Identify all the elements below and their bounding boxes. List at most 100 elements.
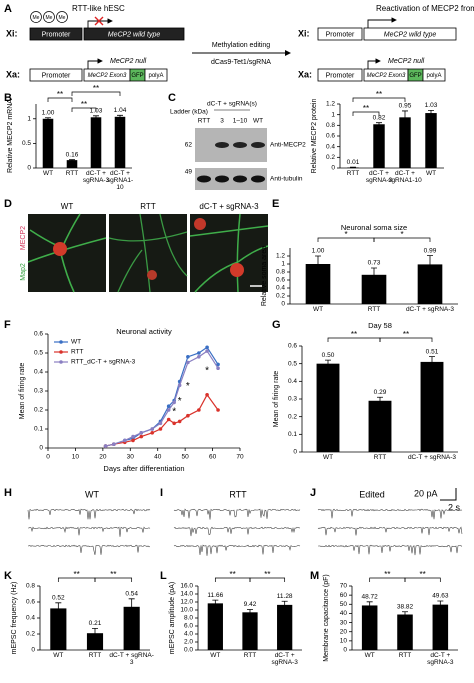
error-bar (428, 110, 434, 117)
blot-band (251, 142, 265, 148)
significance-label: ** (81, 100, 87, 109)
x-tick-label: RTT (367, 306, 381, 313)
error-bar (45, 117, 51, 121)
x-tick-label-box: RTT (399, 652, 412, 659)
x-tick-label: dC-T + sgRNA-3 (405, 306, 455, 313)
y-tick-label: 0.8 (326, 122, 335, 129)
y-axis-label: Membrane capacitance (pF) (323, 574, 330, 662)
null-text: MeCP2 null (388, 58, 425, 65)
series-point (150, 431, 155, 435)
polya-text: polyA (148, 73, 163, 79)
methyl-text: Me (59, 15, 66, 21)
significance-label: ** (57, 90, 63, 99)
x-tick-label-box: dC-T + sgRNA-3 (271, 652, 297, 666)
panel-label: M (310, 570, 319, 582)
bar (368, 400, 392, 452)
series-point (139, 434, 144, 439)
stain-label: MECP2 (20, 226, 27, 250)
x-tick-label: dC-T + sgRNA1-10 (106, 170, 134, 192)
scale-label: 20 pA (414, 488, 438, 498)
significance-label: * (205, 366, 209, 377)
y-tick-label: 0.8 (26, 583, 35, 590)
panel-c-blot: dC-T + sgRNA(s) Ladder (kDa) RTT 3 1–10 … (170, 101, 306, 190)
panel-label: J (310, 487, 316, 499)
significance-bracket (379, 337, 433, 342)
y-axis-label: mEPSC amplitude (pA) (169, 582, 176, 654)
panel-d: WT RTT dC-T + sgRNA-3 Map2 MECP2 (20, 202, 269, 293)
y-tick-label: 10 (340, 638, 348, 645)
value-label: 0.52 (52, 595, 65, 602)
error-bar (402, 110, 408, 125)
x-tick-label-box: dC-T + sgRNA-3 (427, 652, 453, 666)
significance-bracket (47, 97, 73, 102)
x-tick-label-box: dC-T + sgRNA1-10 (388, 170, 422, 184)
value-label: 0.50 (322, 352, 335, 359)
band-label: Anti-tubulin (270, 176, 303, 183)
lane-label: 3 (220, 118, 224, 125)
series-point (205, 349, 209, 353)
y-axis-label: Relative soma area (261, 246, 268, 306)
series-point (172, 400, 176, 405)
scale-label: 2 s (448, 502, 461, 512)
significance-label: * (186, 381, 190, 392)
value-label: 0.21 (89, 620, 102, 627)
significance-label: ** (376, 90, 382, 99)
y-tick-label: 0.8 (276, 269, 285, 276)
y-tick-label: 0 (293, 449, 297, 456)
blot-band (215, 142, 229, 148)
y-tick-label: 0.3 (288, 396, 297, 403)
x-tick-label-box: dC-T + sgRNA-3 (83, 170, 109, 184)
value-label: 0.16 (66, 151, 79, 158)
value-label: 38.82 (397, 603, 414, 610)
legend-marker (59, 340, 63, 344)
significance-label: * (172, 407, 176, 418)
significance-label: ** (363, 104, 369, 113)
x-tick-label-box: WT (426, 170, 436, 177)
x-tick-label: WT (210, 652, 221, 659)
series-point (216, 362, 220, 367)
blot-band (215, 175, 229, 183)
methyl-text: Me (33, 15, 40, 21)
bar (316, 363, 340, 452)
current-trace (27, 508, 151, 520)
neurite (189, 213, 269, 293)
promoter-box (317, 27, 363, 41)
bar (207, 603, 223, 650)
error-bar (427, 255, 433, 274)
y-tick-label: 0 (343, 647, 347, 654)
significance-label: ** (420, 570, 426, 579)
band-label: Anti-MECP2 (270, 142, 306, 149)
significance-bracket (352, 111, 380, 116)
image-title: dC-T + sgRNA-3 (199, 202, 259, 211)
y-tick-label: 16.0 (180, 583, 193, 590)
xi-label: Xi: (298, 28, 310, 38)
y-tick-label: 0.1 (34, 426, 43, 433)
value-label: 11.28 (277, 593, 293, 600)
series-point (131, 438, 135, 443)
chart-title: Day 58 (368, 321, 392, 330)
y-tick-label: 8.0 (184, 615, 193, 622)
y-axis-label: Mean of firing rate (273, 371, 280, 428)
significance-bracket (71, 107, 97, 112)
value-label: 0.29 (374, 389, 387, 396)
promoter-box (317, 68, 363, 82)
x-tick-label: 0 (46, 454, 50, 461)
error-bar (325, 359, 331, 368)
series-point (150, 427, 155, 431)
promoter-box (29, 68, 83, 82)
y-tick-label: 0.0 (184, 647, 193, 654)
y-tick-label: 0.3 (34, 388, 43, 395)
xa-label: Xa: (298, 69, 312, 79)
error-bar (281, 600, 288, 609)
panel-label: I (160, 487, 163, 499)
blot (195, 168, 267, 190)
error-bar (128, 598, 135, 616)
y-tick-label: 0.2 (288, 413, 297, 420)
ladder-label: Ladder (kDa) (170, 109, 208, 116)
y-tick-label: 0.2 (276, 293, 285, 300)
bar (432, 604, 449, 650)
method-text: dCas9-Tet1/sgRNA (211, 59, 271, 66)
series-point (205, 393, 209, 397)
nucleus (230, 263, 244, 277)
promoter-text: Promoter (42, 31, 71, 38)
